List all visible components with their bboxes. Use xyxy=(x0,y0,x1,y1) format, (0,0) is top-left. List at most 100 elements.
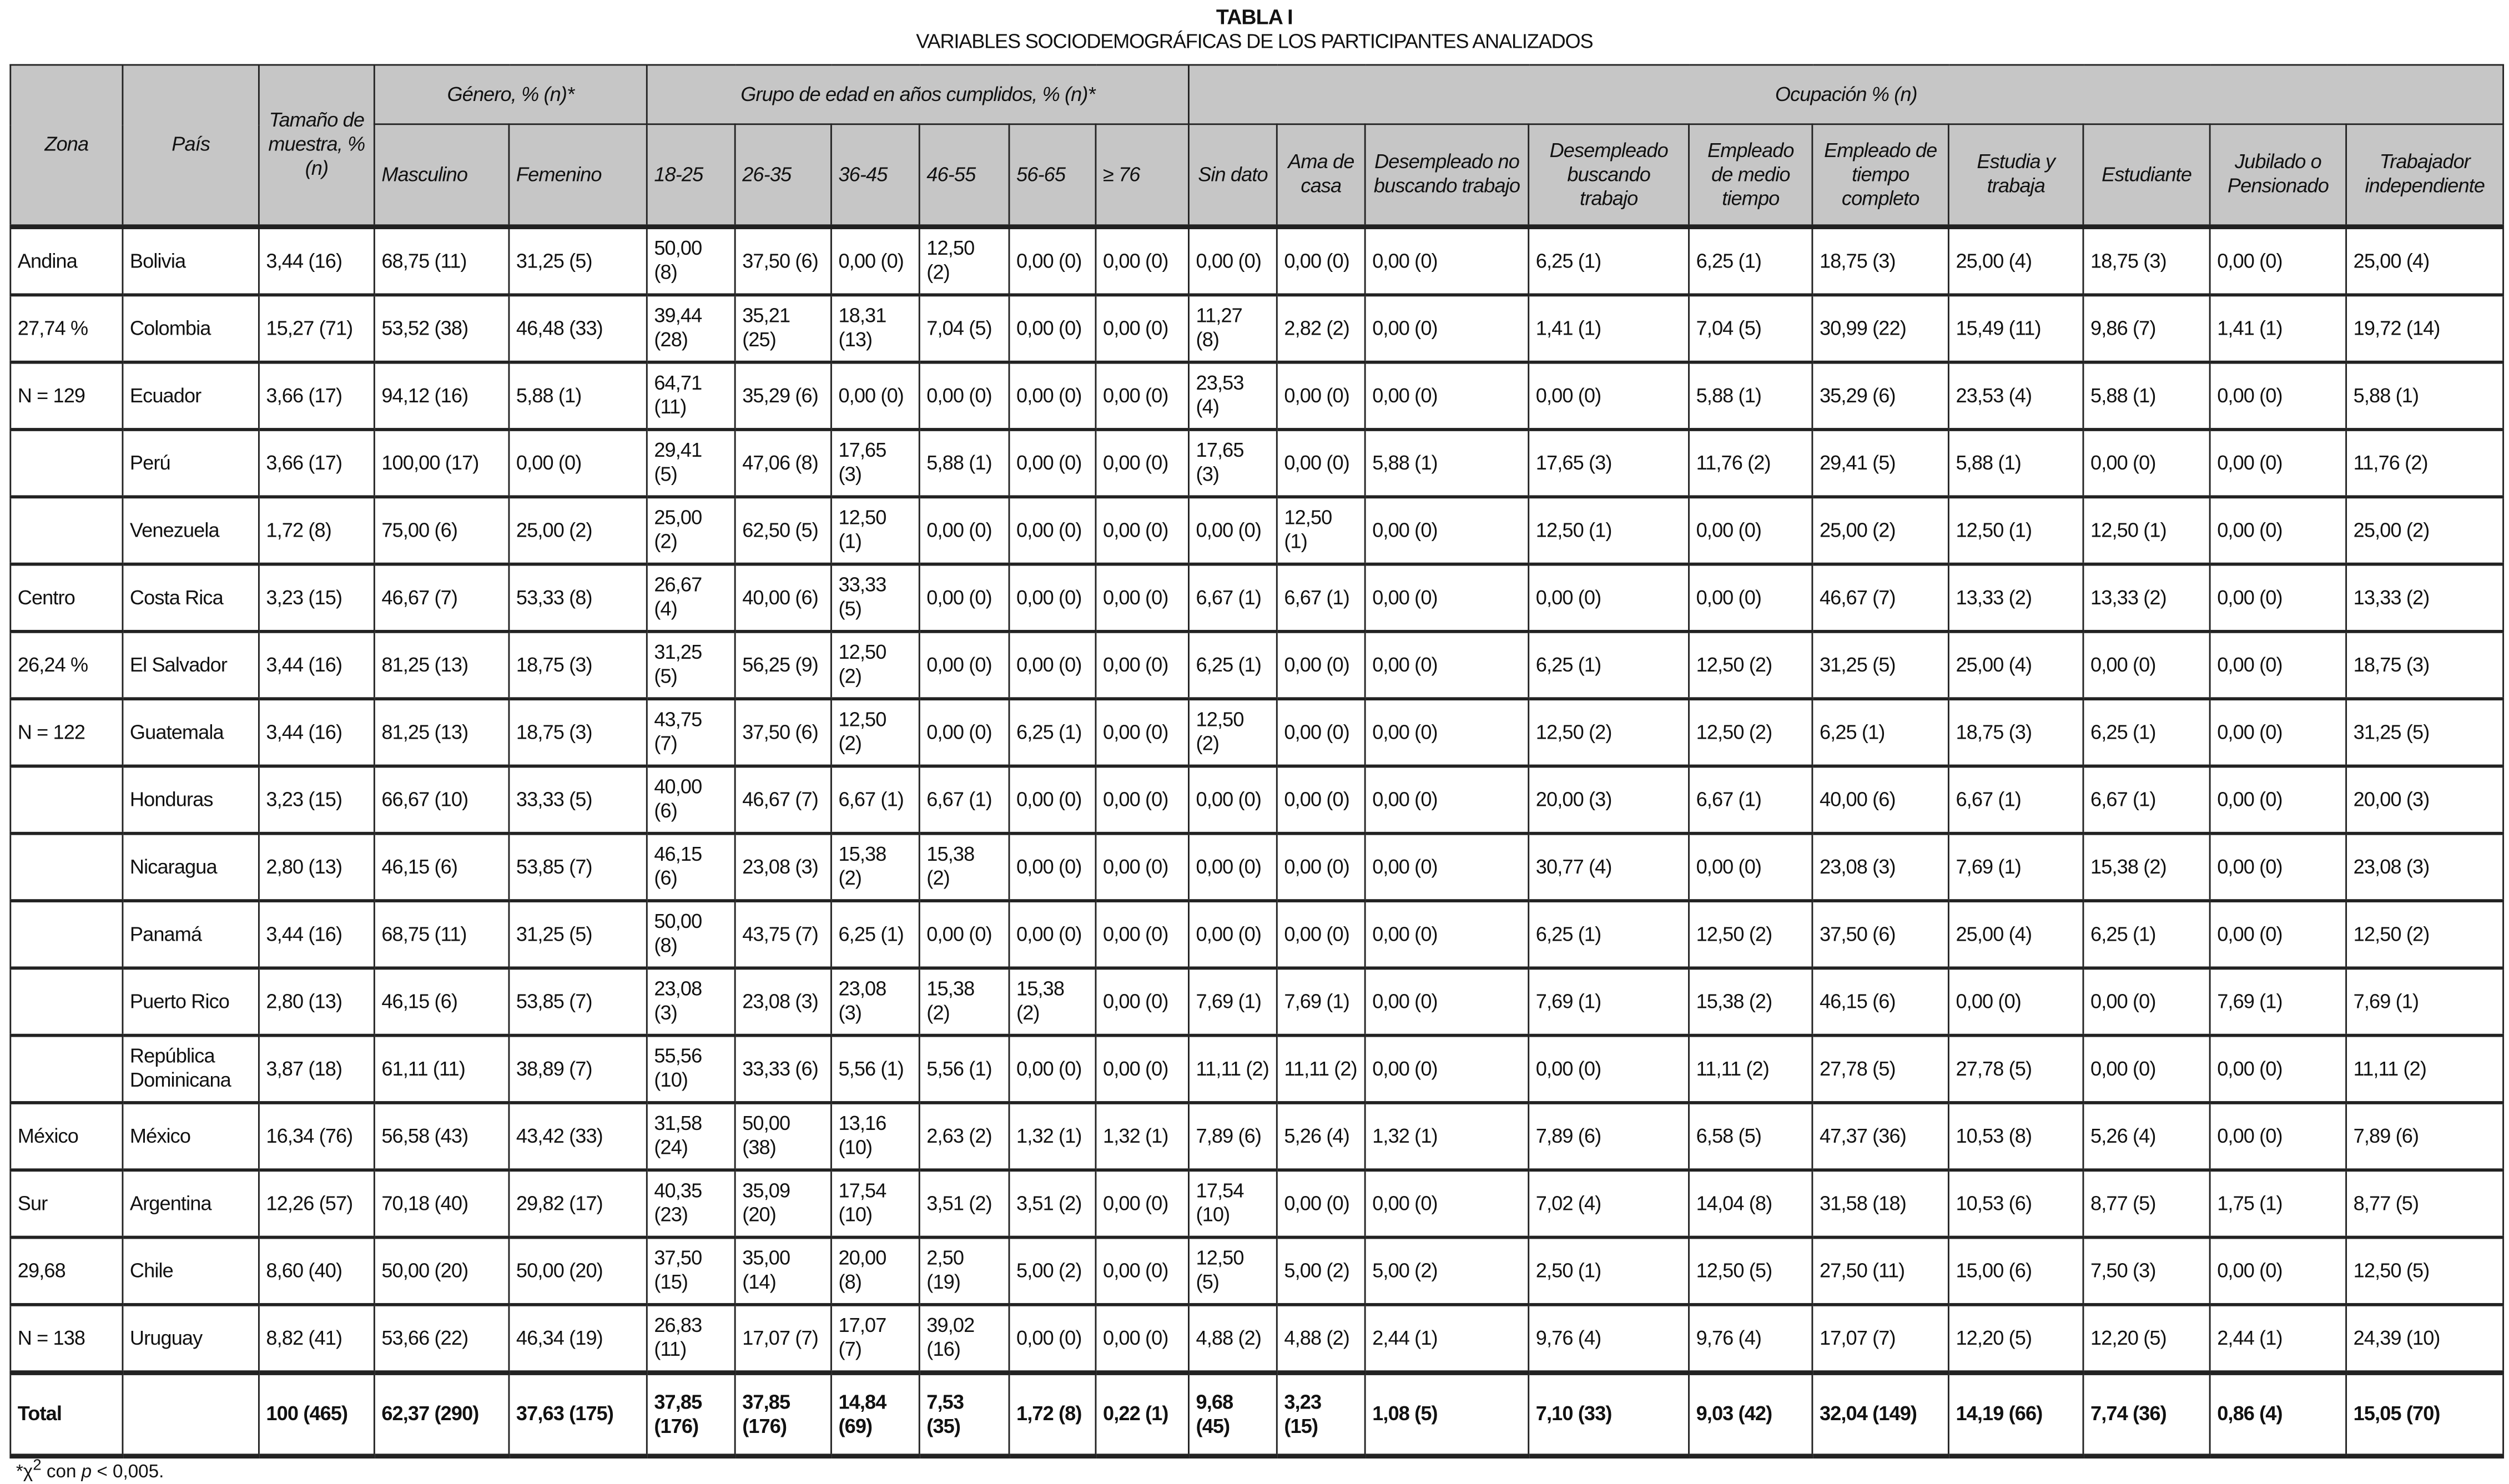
table-cell: Centro xyxy=(9,562,124,633)
table-cell: 7,69 (1) xyxy=(1528,966,1690,1037)
table-cell: 0,00 (0) xyxy=(1188,764,1278,835)
table-cell: 12,50 (2) xyxy=(1688,697,1813,768)
table-cell: 3,51 (2) xyxy=(1008,1168,1097,1239)
table-cell: 12,50 (1) xyxy=(1948,495,2084,566)
table-cell: 6,67 (1) xyxy=(918,764,1010,835)
table-cell: 46,48 (33) xyxy=(508,293,648,364)
table-cell: 43,42 (33) xyxy=(508,1101,648,1172)
table-cell: 27,74 % xyxy=(9,293,124,364)
table-cell: 0,00 (0) xyxy=(918,495,1010,566)
table-cell: 11,11 (2) xyxy=(2345,1033,2505,1104)
table-cell: 1,08 (5) xyxy=(1364,1370,1530,1459)
table-cell: 6,25 (1) xyxy=(2082,697,2211,768)
table-cell: 0,00 (0) xyxy=(2209,899,2347,970)
table-cell: 9,76 (4) xyxy=(1528,1303,1690,1375)
table-cell: 0,00 (0) xyxy=(1364,831,1530,902)
table-cell: 25,00 (4) xyxy=(1948,629,2084,701)
table-cell: 12,50 (2) xyxy=(918,225,1010,297)
table-cell: 50,00 (20) xyxy=(508,1235,648,1306)
table-cell: 0,86 (4) xyxy=(2209,1370,2347,1459)
table-cell: 3,44 (16) xyxy=(258,225,375,297)
table-cell: N = 129 xyxy=(9,360,124,431)
table-cell xyxy=(9,1033,124,1104)
table-cell: 23,53 (4) xyxy=(1188,360,1278,431)
table-cell: 9,86 (7) xyxy=(2082,293,2211,364)
table-cell: 0,00 (0) xyxy=(1364,225,1530,297)
table-cell: 10,53 (6) xyxy=(1948,1168,2084,1239)
table-cell: 4,88 (2) xyxy=(1276,1303,1366,1375)
table-cell: 0,00 (0) xyxy=(2082,428,2211,499)
table-cell: 7,69 (1) xyxy=(2345,966,2505,1037)
table-row: 26,24 % El Salvador 3,44 (16) 81,25 (13) 18,… xyxy=(9,629,2505,701)
table-cell: 12,50 (5) xyxy=(1188,1235,1278,1306)
table-cell: El Salvador xyxy=(122,629,260,701)
table-cell xyxy=(9,428,124,499)
table-cell: 3,87 (18) xyxy=(258,1033,375,1104)
table-cell: 15,38 (2) xyxy=(918,831,1010,902)
sociodemographic-table: Zona País Tamaño de muestra, % (n) Géner… xyxy=(9,64,2505,1459)
table-cell: 40,00 (6) xyxy=(646,764,736,835)
table-cell: 18,75 (3) xyxy=(508,697,648,768)
table-cell xyxy=(9,899,124,970)
table-cell: 50,00 (20) xyxy=(373,1235,510,1306)
table-cell: 8,82 (41) xyxy=(258,1303,375,1375)
table-cell: 12,50 (1) xyxy=(1276,495,1366,566)
table-row: Andina Bolivia 3,44 (16) 68,75 (11) 31,25 (5… xyxy=(9,225,2505,297)
table-cell: 25,00 (2) xyxy=(1811,495,1949,566)
table-cell: 31,25 (5) xyxy=(646,629,736,701)
header-zona: Zona xyxy=(9,64,124,228)
table-cell: 0,00 (0) xyxy=(2209,562,2347,633)
table-cell: 47,37 (36) xyxy=(1811,1101,1949,1172)
table-cell: 25,00 (2) xyxy=(2345,495,2505,566)
table-cell: 15,00 (6) xyxy=(1948,1235,2084,1306)
footnote: *χ2 con p < 0,005. xyxy=(16,1457,164,1482)
table-cell: 6,58 (5) xyxy=(1688,1101,1813,1172)
table-cell: 37,50 (6) xyxy=(1811,899,1949,970)
table-cell: 0,00 (0) xyxy=(508,428,648,499)
table-row: Honduras 3,23 (15) 66,67 (10) 33,33 (5) 40,0… xyxy=(9,764,2505,835)
table-row: N = 138 Uruguay 8,82 (41) 53,66 (22) 46,34 (… xyxy=(9,1303,2505,1375)
table-cell: 0,00 (0) xyxy=(2209,360,2347,431)
table-cell: 18,75 (3) xyxy=(2345,629,2505,701)
table-cell: 6,25 (1) xyxy=(2082,899,2211,970)
table-cell: 50,00 (8) xyxy=(646,899,736,970)
table-cell: 15,38 (2) xyxy=(1688,966,1813,1037)
table-cell: 68,75 (11) xyxy=(373,899,510,970)
table-cell: 31,25 (5) xyxy=(508,225,648,297)
table-row: Puerto Rico 2,80 (13) 46,15 (6) 53,85 (7) 23… xyxy=(9,966,2505,1037)
table-cell: 37,63 (175) xyxy=(508,1370,648,1459)
table-cell: 37,85 (176) xyxy=(734,1370,832,1459)
table-cell: 53,85 (7) xyxy=(508,831,648,902)
table-cell: 15,38 (2) xyxy=(918,966,1010,1037)
table-cell: 19,72 (14) xyxy=(2345,293,2505,364)
table-cell: 3,44 (16) xyxy=(258,629,375,701)
table-cell: Sur xyxy=(9,1168,124,1239)
table-cell: 5,88 (1) xyxy=(1364,428,1530,499)
table-cell: 30,99 (22) xyxy=(1811,293,1949,364)
table-cell: 0,00 (0) xyxy=(918,360,1010,431)
table-cell: 7,89 (6) xyxy=(1528,1101,1690,1172)
table-cell: Andina xyxy=(9,225,124,297)
subheader-cell: 46-55 xyxy=(918,123,1010,228)
table-cell: 9,76 (4) xyxy=(1688,1303,1813,1375)
table-row: Venezuela 1,72 (8) 75,00 (6) 25,00 (2) 25,00… xyxy=(9,495,2505,566)
table-cell: 0,00 (0) xyxy=(1364,1168,1530,1239)
table-cell: 0,00 (0) xyxy=(1008,764,1097,835)
table-cell: 0,00 (0) xyxy=(1688,495,1813,566)
table-cell: Uruguay xyxy=(122,1303,260,1375)
table-cell: 20,00 (8) xyxy=(830,1235,920,1306)
table-cell: 2,44 (1) xyxy=(1364,1303,1530,1375)
table-cell: 50,00 (38) xyxy=(734,1101,832,1172)
table-cell: 2,80 (13) xyxy=(258,966,375,1037)
table-cell: 31,25 (5) xyxy=(1811,629,1949,701)
table-cell: Honduras xyxy=(122,764,260,835)
table-cell: 12,50 (2) xyxy=(2345,899,2505,970)
table-cell: 62,37 (290) xyxy=(373,1370,510,1459)
table-cell: 0,00 (0) xyxy=(2209,225,2347,297)
table-cell: 2,82 (2) xyxy=(1276,293,1366,364)
table-cell: 14,19 (66) xyxy=(1948,1370,2084,1459)
table-cell: 12,20 (5) xyxy=(1948,1303,2084,1375)
table-title: TABLA I xyxy=(1216,4,1293,29)
table-cell: 18,75 (3) xyxy=(1948,697,2084,768)
subheader-cell: Femenino xyxy=(508,123,648,228)
